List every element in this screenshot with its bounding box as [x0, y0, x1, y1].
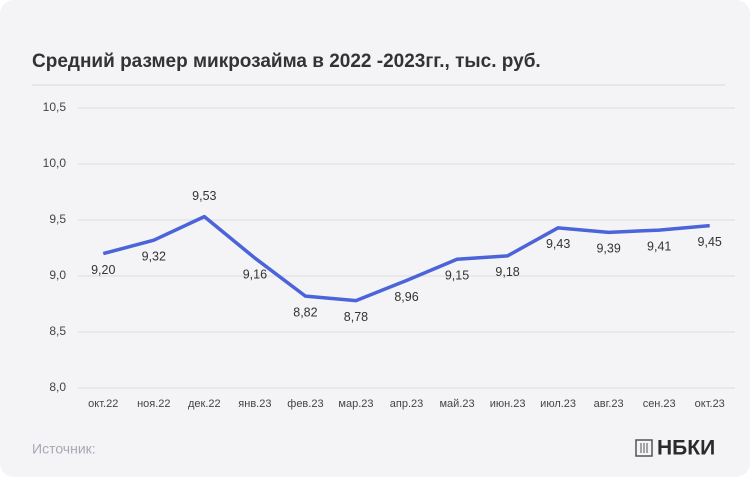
data-label: 8,78 — [344, 310, 368, 324]
data-label: 9,20 — [91, 263, 115, 277]
data-label: 9,39 — [596, 242, 620, 256]
data-label: 9,18 — [495, 265, 519, 279]
x-tick-label: ноя.22 — [137, 398, 170, 410]
data-label: 9,32 — [142, 249, 166, 263]
x-tick-label: авг.23 — [594, 398, 624, 410]
x-tick-label: июл.23 — [540, 398, 576, 410]
source-label: Источник: — [32, 441, 96, 457]
data-label: 9,45 — [698, 235, 722, 249]
x-tick-label: апр.23 — [390, 398, 423, 410]
x-tick-label: окт.23 — [695, 398, 725, 410]
chart-title: Средний размер микрозайма в 2022 -2023гг… — [32, 51, 541, 72]
data-label: 8,96 — [394, 290, 418, 304]
y-tick-label: 9,0 — [49, 268, 66, 282]
x-tick-label: дек.22 — [188, 398, 221, 410]
brand-name: НБКИ — [657, 437, 715, 460]
data-label: 9,53 — [192, 189, 216, 203]
x-tick-label: янв.23 — [238, 398, 271, 410]
y-tick-label: 8,5 — [49, 324, 66, 338]
data-label: 9,41 — [647, 239, 671, 253]
data-label: 9,16 — [243, 267, 267, 281]
brand-logo: НБКИ — [635, 437, 715, 460]
y-tick-label: 9,5 — [49, 212, 66, 226]
x-tick-label: сен.23 — [643, 398, 676, 410]
y-tick-label: 10,5 — [43, 100, 67, 114]
logo-icon — [635, 439, 653, 457]
data-line — [102, 214, 710, 303]
y-tick-label: 10,0 — [43, 156, 67, 170]
data-label: 8,82 — [293, 305, 317, 319]
x-tick-label: май.23 — [439, 398, 474, 410]
data-label: 9,15 — [445, 268, 469, 282]
x-tick-label: мар.23 — [338, 398, 373, 410]
data-label: 9,43 — [546, 237, 570, 251]
x-tick-label: июн.23 — [490, 398, 526, 410]
x-tick-label: окт.22 — [88, 398, 118, 410]
y-tick-label: 8,0 — [49, 380, 66, 394]
x-tick-label: фев.23 — [287, 398, 323, 410]
